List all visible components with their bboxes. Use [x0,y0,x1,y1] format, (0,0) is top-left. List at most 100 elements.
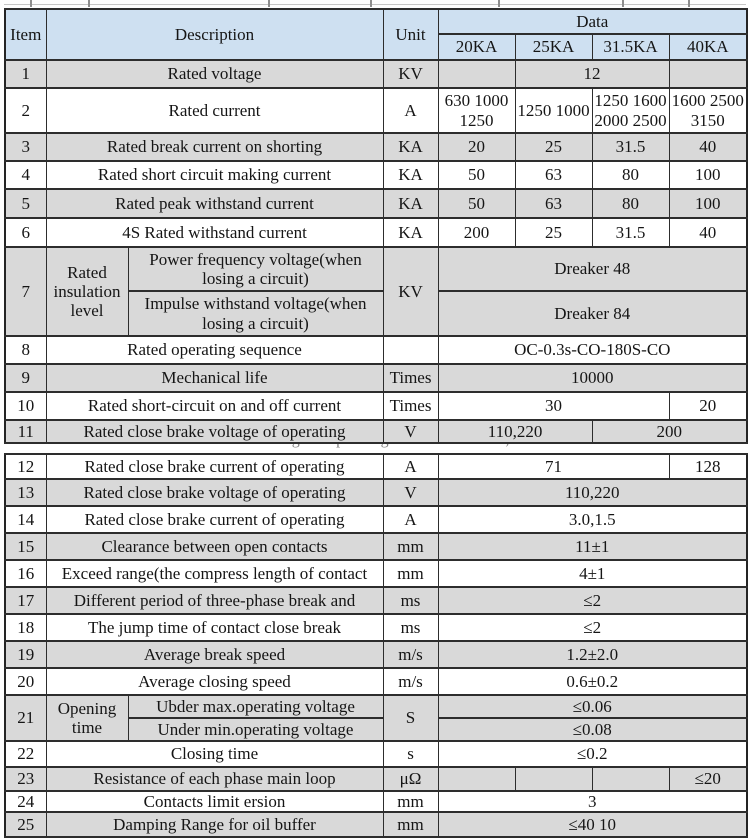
gridline-stub [622,0,624,7]
cell-description: Clearance between open contacts [45,532,384,561]
gridline-stub [498,0,500,7]
cell-unit: μΩ [382,766,439,792]
cell-value-40ka: 40 [668,217,748,248]
cell-description: Rated close brake current of operating [45,505,384,534]
cell-value-40ka: 40 [668,132,748,162]
cell-value-20ka [437,766,516,792]
table-row: 17 Different period of three-phase break… [4,586,748,615]
cell-description: Mechanical life [45,363,384,393]
table-row: 2 Rated current A 630 1000 1250 1250 100… [4,87,748,134]
cell-item: 5 [4,188,47,219]
table-row: 10 Rated short-circuit on and off curren… [4,391,748,421]
cell-item: 11 [4,419,47,444]
cell-description: Closing time [45,740,384,768]
gridline [4,4,746,5]
cell-unit: ms [382,613,439,642]
cell-value-empty [668,59,748,89]
header-item: Item [4,8,47,61]
cell-item: 22 [4,740,47,768]
header-unit: Unit [382,8,439,61]
cell-description: Resistance of each phase main loop [45,766,384,792]
table-row: 25 Damping Range for oil buffer mm ≤40 1… [4,811,748,838]
table-row: 14 Rated close brake current of operatin… [4,505,748,534]
cell-value-left: 110,220 [437,419,593,444]
cell-description: The jump time of contact close break [45,613,384,642]
spec-table-lower: 12 Rated close brake current of operatin… [4,453,748,838]
table-row: 12 Rated close brake current of operatin… [4,453,748,480]
table-row: 4 Rated short circuit making current KA … [4,160,748,190]
cell-sub-description: Impulse withstand voltage(when losing a … [127,290,384,337]
cell-sub-description: Under min.operating voltage [127,717,384,742]
cell-value-40ka: ≤20 [668,766,748,792]
cell-value: 0.6±0.2 [437,667,748,696]
table-row: 13 Rated close brake voltage of operatin… [4,478,748,507]
header-col-25ka: 25KA [514,33,593,61]
cell-value-31-5ka [591,766,670,792]
cell-item: 19 [4,640,47,669]
cell-description: Rated operating sequence [45,335,384,365]
cell-value: 4±1 [437,559,748,588]
cell-value: OC-0.3s-CO-180S-CO [437,335,748,365]
cell-description: Rated close brake voltage of operating [45,419,384,444]
cell-unit: S [382,694,439,742]
ghost-text: 110,220 [482,444,533,448]
table-row: 7 Rated insulation level Power frequency… [4,246,748,337]
cell-item: 23 [4,766,47,792]
cell-value: Dreaker 48 [437,246,748,292]
table-row: 18 The jump time of contact close break … [4,613,748,642]
cell-value: 11±1 [437,532,748,561]
cell-value-20ka: 50 [437,188,516,219]
table-row: 24 Contacts limit ersion mm 3 [4,789,748,814]
cell-description: Damping Range for oil buffer [45,811,384,838]
cell-value: 71 [437,453,670,480]
cell-item: 13 [4,478,47,507]
table-row: 3 Rated break current on shorting KA 20 … [4,132,748,162]
cell-unit: ms [382,586,439,615]
cell-value-empty [437,59,516,89]
cell-description: Average break speed [45,640,384,669]
cell-value-25ka: 25 [514,132,593,162]
cell-item: 20 [4,667,47,696]
cell-item: 4 [4,160,47,190]
cell-description: Rated break current on shorting [45,132,384,162]
header-data: Data [437,8,748,35]
table-subrow: Under min.operating voltage ≤0.08 [5,717,748,742]
cell-value: 10000 [437,363,748,393]
cell-description: Rated close brake voltage of operating [45,478,384,507]
header-row: Item Description Unit Data [4,8,748,61]
cell-value: ≤2 [437,586,748,615]
cell-item: 15 [4,532,47,561]
cell-description: Rated voltage [45,59,384,89]
cell-description: 4S Rated withstand current [45,217,384,248]
cell-value: ≤0.2 [437,740,748,768]
cell-item: 6 [4,217,47,248]
cell-value: Dreaker 84 [437,290,748,337]
seam-artifact: Rated close brake voltage of operating 1… [4,444,746,453]
cell-value: 1.2±2.0 [437,640,748,669]
cell-value-20ka: 200 [437,217,516,248]
cell-value-25ka [514,766,593,792]
cell-item: 16 [4,559,47,588]
cell-description: Rated peak withstand current [45,188,384,219]
ghost-text: Rated close brake voltage of operating [142,444,389,448]
header-col-40ka: 40KA [668,33,748,61]
cell-unit: Times [382,363,439,393]
table-row: 5 Rated peak withstand current KA 50 63 … [4,188,748,219]
cell-description: Rated close brake current of operating [45,453,384,480]
cell-unit: A [382,505,439,534]
cell-value-25ka: 1250 1000 [514,87,593,134]
cell-value-20ka: 20 [437,132,516,162]
cell-unit: A [382,87,439,134]
cell-value-40ka: 100 [668,160,748,190]
table-row: 16 Exceed range(the compress length of c… [4,559,748,588]
cell-unit: mm [382,811,439,838]
cell-unit: KA [382,160,439,190]
cell-unit: V [382,419,439,444]
cell-value-40ka: 1600 2500 3150 [668,87,748,134]
cell-unit: s [382,740,439,768]
table-row: 20 Average closing speed m/s 0.6±0.2 [4,667,748,696]
cell-item: 25 [4,811,47,838]
cell-description: Rated current [45,87,384,134]
cell-unit: mm [382,559,439,588]
header-col-20ka: 20KA [437,33,516,61]
